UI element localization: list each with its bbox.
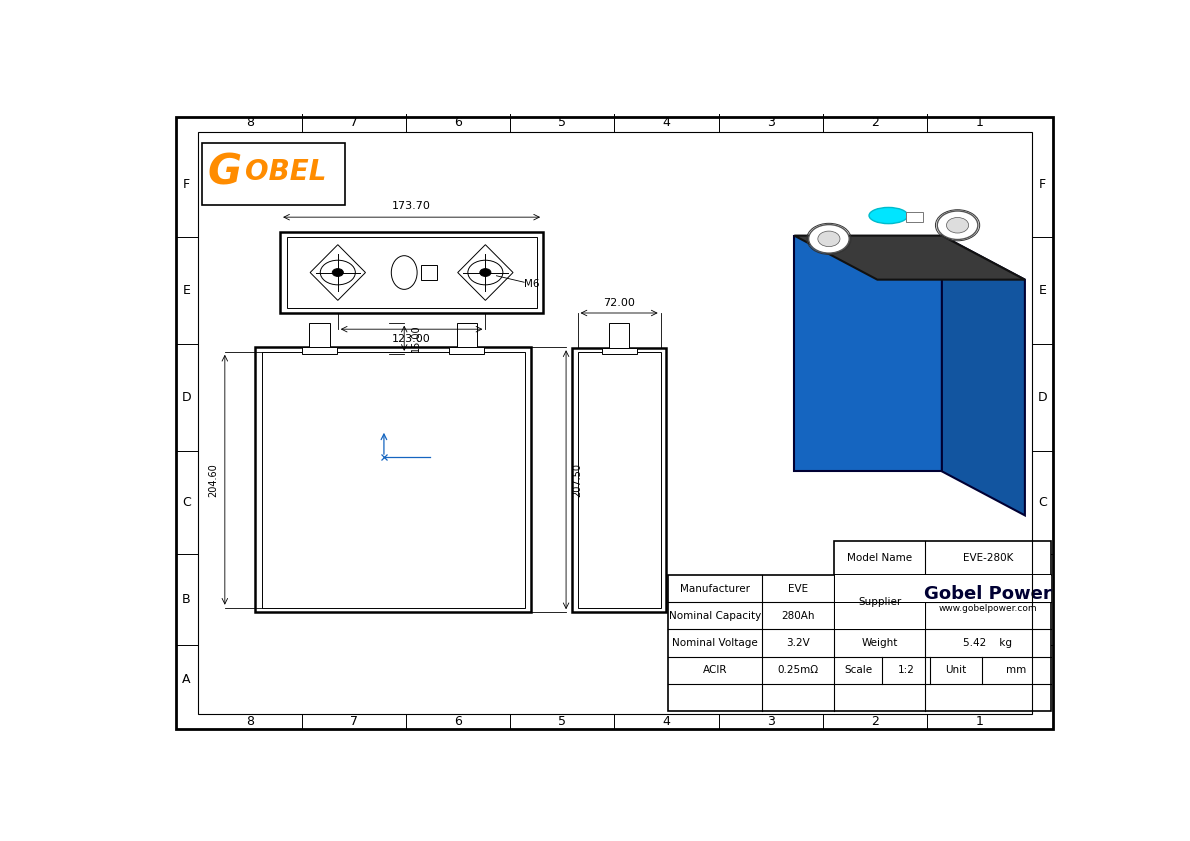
Text: 5: 5 [558,716,566,728]
Text: 207.50: 207.50 [572,463,583,497]
Bar [280,232,543,313]
Text: 2: 2 [871,116,879,130]
Text: M6: M6 [524,279,539,289]
Text: 3.2V: 3.2V [787,638,810,648]
Text: 1: 1 [976,716,984,728]
Text: 6: 6 [455,116,462,130]
Text: A: A [1038,673,1047,686]
Ellipse shape [869,208,908,224]
Circle shape [818,231,840,246]
Text: E: E [1039,283,1046,297]
Polygon shape [795,235,1025,280]
Polygon shape [458,245,513,300]
Text: 1:2: 1:2 [897,665,914,675]
Text: 2: 2 [871,716,879,728]
Text: Model Name: Model Name [847,553,913,563]
Text: 4: 4 [663,716,670,728]
Text: C: C [182,496,190,509]
Circle shape [809,225,850,253]
Bar [198,132,1032,714]
Text: 0.25mΩ: 0.25mΩ [777,665,819,675]
Polygon shape [311,245,365,300]
Text: Unit: Unit [945,665,966,675]
Bar [834,542,1051,575]
Text: F: F [1039,178,1046,191]
Bar [202,143,345,204]
Text: EVE-280K: EVE-280K [963,553,1013,563]
Bar [906,212,922,222]
Text: 72.00: 72.00 [603,298,635,308]
Text: 123.00: 123.00 [393,335,431,344]
Text: 7: 7 [350,716,358,728]
Text: 7: 7 [350,116,358,130]
Circle shape [938,211,978,240]
Text: Nominal Capacity: Nominal Capacity [669,611,760,621]
Text: Nominal Voltage: Nominal Voltage [672,638,758,648]
Text: 5: 5 [558,116,566,130]
Circle shape [320,260,356,285]
Bar [668,575,1051,711]
Bar [835,575,1051,602]
Bar [602,348,637,354]
Text: C: C [1038,496,1047,509]
Ellipse shape [392,256,418,289]
Bar [309,323,330,347]
Bar [609,323,630,348]
Bar [457,323,477,347]
Bar [835,603,926,629]
Text: 1: 1 [976,116,984,130]
Text: 3: 3 [766,116,775,130]
Text: Gobel Power: Gobel Power [925,585,1052,603]
Circle shape [946,218,969,233]
Text: 8: 8 [246,716,253,728]
Polygon shape [795,235,942,471]
Text: 173.70: 173.70 [393,201,431,211]
Text: 15.00: 15.00 [411,325,421,352]
Text: E: E [182,283,190,297]
Text: 280Ah: 280Ah [782,611,815,621]
Bar [302,347,337,354]
Text: D: D [1038,391,1047,404]
Bar [421,266,438,280]
Bar [572,348,666,611]
Bar [262,352,525,608]
Text: 8: 8 [246,116,253,130]
Circle shape [468,260,503,285]
Text: F: F [183,178,190,191]
Circle shape [332,268,344,277]
Text: Weight: Weight [862,638,898,648]
Text: Scale: Scale [844,665,872,675]
Bar [577,352,660,608]
Text: 6: 6 [455,716,462,728]
Bar [450,347,484,354]
Circle shape [480,268,491,277]
Text: A: A [182,673,190,686]
Bar [287,236,537,309]
Text: 204.60: 204.60 [208,463,219,497]
Text: B: B [182,593,190,606]
Text: 5.42    kg: 5.42 kg [964,638,1013,648]
Text: 3: 3 [766,716,775,728]
Text: Supplier: Supplier [858,597,902,607]
Text: Manufacturer: Manufacturer [679,584,750,594]
Text: www.gobelpower.com: www.gobelpower.com [939,604,1038,613]
Text: D: D [182,391,192,404]
Bar [256,347,531,612]
Text: B: B [1038,593,1047,606]
Text: mm: mm [1006,665,1026,675]
Text: G: G [207,151,242,193]
Text: 4: 4 [663,116,670,130]
Polygon shape [942,235,1025,516]
Text: ACIR: ACIR [702,665,727,675]
Text: EVE: EVE [788,584,808,594]
Text: OBEL: OBEL [245,158,326,186]
